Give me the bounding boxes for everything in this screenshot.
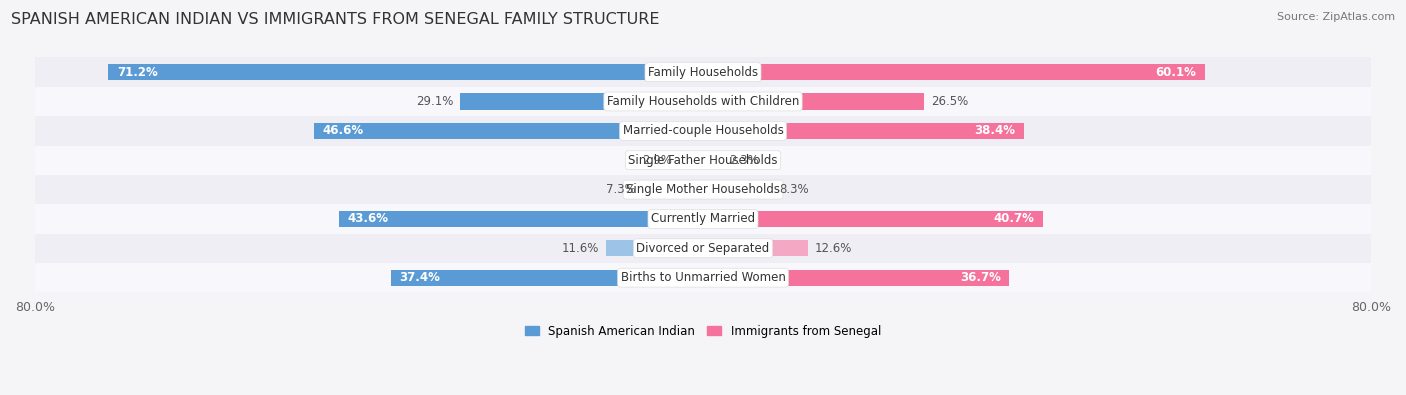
Text: Married-couple Households: Married-couple Households [623, 124, 783, 137]
Text: Divorced or Separated: Divorced or Separated [637, 242, 769, 255]
Text: 37.4%: 37.4% [399, 271, 440, 284]
Bar [35, 145, 1371, 175]
Text: 38.4%: 38.4% [974, 124, 1015, 137]
Text: 40.7%: 40.7% [994, 213, 1035, 226]
Text: 12.6%: 12.6% [815, 242, 852, 255]
Text: Single Mother Households: Single Mother Households [626, 183, 780, 196]
Bar [703, 93, 924, 109]
Bar [703, 64, 1205, 80]
Bar [35, 204, 1371, 233]
Text: 7.3%: 7.3% [606, 183, 636, 196]
Bar [339, 211, 703, 227]
Bar [643, 181, 703, 198]
Bar [35, 233, 1371, 263]
Bar [703, 211, 1043, 227]
Text: Single Father Households: Single Father Households [628, 154, 778, 167]
Legend: Spanish American Indian, Immigrants from Senegal: Spanish American Indian, Immigrants from… [520, 320, 886, 342]
Bar [679, 152, 703, 168]
Text: 60.1%: 60.1% [1156, 66, 1197, 79]
Text: Births to Unmarried Women: Births to Unmarried Women [620, 271, 786, 284]
Text: 8.3%: 8.3% [779, 183, 808, 196]
Text: 26.5%: 26.5% [931, 95, 969, 108]
Bar [703, 181, 772, 198]
Text: 2.3%: 2.3% [728, 154, 759, 167]
Bar [703, 123, 1024, 139]
Text: 71.2%: 71.2% [117, 66, 157, 79]
Bar [314, 123, 703, 139]
Bar [703, 270, 1010, 286]
Bar [35, 87, 1371, 116]
Text: Source: ZipAtlas.com: Source: ZipAtlas.com [1277, 12, 1395, 22]
Bar [703, 152, 723, 168]
Text: SPANISH AMERICAN INDIAN VS IMMIGRANTS FROM SENEGAL FAMILY STRUCTURE: SPANISH AMERICAN INDIAN VS IMMIGRANTS FR… [11, 12, 659, 27]
Bar [35, 116, 1371, 145]
Bar [35, 263, 1371, 292]
Bar [108, 64, 703, 80]
Text: 46.6%: 46.6% [322, 124, 363, 137]
Bar [391, 270, 703, 286]
Text: Currently Married: Currently Married [651, 213, 755, 226]
Text: 11.6%: 11.6% [562, 242, 599, 255]
Text: Family Households: Family Households [648, 66, 758, 79]
Bar [703, 240, 808, 256]
Bar [35, 175, 1371, 204]
Text: 2.9%: 2.9% [643, 154, 672, 167]
Bar [35, 57, 1371, 87]
Bar [460, 93, 703, 109]
Text: Family Households with Children: Family Households with Children [607, 95, 799, 108]
Text: 36.7%: 36.7% [960, 271, 1001, 284]
Bar [606, 240, 703, 256]
Text: 29.1%: 29.1% [416, 95, 453, 108]
Text: 43.6%: 43.6% [347, 213, 388, 226]
